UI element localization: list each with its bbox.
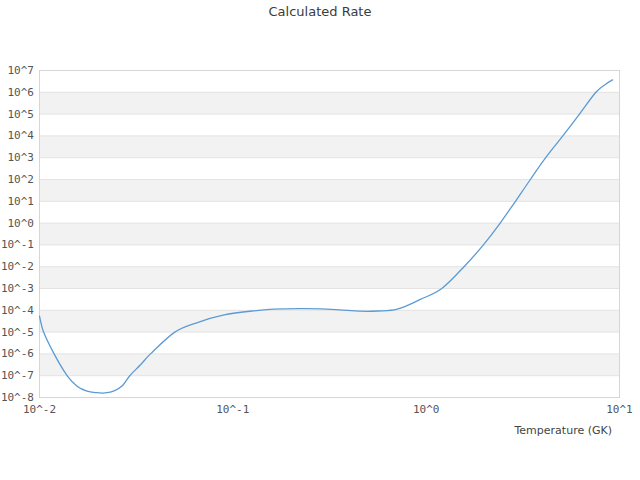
decade-band [40,354,620,376]
decade-band [40,223,620,245]
y-tick-label: 10^-6 [0,347,34,360]
decade-band [40,92,620,114]
y-tick-label: 10^7 [0,64,34,77]
y-tick-label: 10^-4 [0,304,34,317]
y-tick-label: 10^0 [0,217,34,230]
y-tick-label: 10^6 [0,86,34,99]
x-tick-label: 10^-2 [5,403,75,416]
decade-band [40,180,620,202]
y-tick-label: 10^4 [0,129,34,142]
y-tick-label: 10^2 [0,173,34,186]
decade-band [40,310,620,332]
x-tick-label: 10^0 [391,403,461,416]
y-tick-label: 10^-7 [0,369,34,382]
chart-canvas: Calculated Rate 10^710^610^510^410^310^2… [0,0,640,480]
y-tick-label: 10^3 [0,151,34,164]
x-tick-label: 10^1 [585,403,640,416]
y-tick-label: 10^-5 [0,326,34,339]
x-tick-label: 10^-1 [198,403,268,416]
decade-band [40,136,620,158]
y-tick-label: 10^5 [0,108,34,121]
x-axis-title: Temperature (GK) [515,424,613,437]
decade-band [40,267,620,289]
plot-area [0,0,640,480]
y-tick-label: 10^1 [0,195,34,208]
y-tick-label: 10^-3 [0,282,34,295]
y-tick-label: 10^-1 [0,238,34,251]
y-tick-label: 10^-2 [0,260,34,273]
